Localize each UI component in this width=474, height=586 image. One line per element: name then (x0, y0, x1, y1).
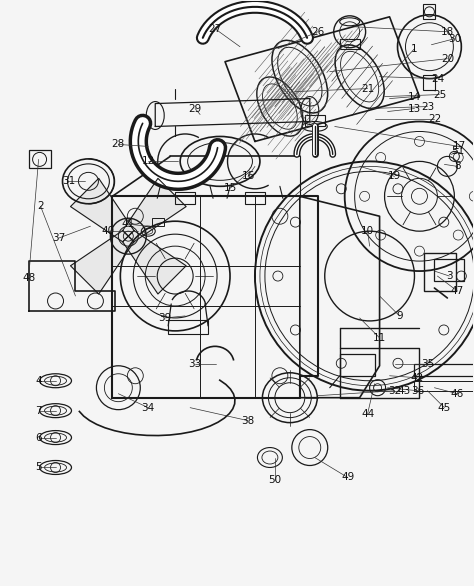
Bar (305, 114, 325, 127)
Text: 34: 34 (142, 403, 155, 413)
Text: 9: 9 (396, 311, 403, 321)
Bar (340, 354, 374, 376)
Text: 36: 36 (411, 386, 424, 396)
Bar (414, 381, 474, 391)
Text: 41: 41 (122, 219, 135, 229)
Text: 50: 50 (268, 475, 282, 485)
Text: 10: 10 (361, 226, 374, 236)
Text: 24: 24 (431, 74, 444, 84)
Text: 4: 4 (35, 376, 42, 386)
Text: 7: 7 (35, 406, 42, 415)
Text: 2: 2 (37, 201, 44, 212)
Text: 12: 12 (142, 156, 155, 166)
Text: 3: 3 (446, 271, 453, 281)
Text: 37: 37 (52, 233, 65, 243)
Bar (424, 253, 456, 291)
Text: 51: 51 (451, 146, 464, 156)
Bar (423, 4, 436, 19)
Text: 40: 40 (102, 226, 115, 236)
Polygon shape (71, 178, 134, 242)
Text: 15: 15 (223, 183, 237, 193)
Text: 1: 1 (411, 44, 418, 54)
Text: 19: 19 (388, 171, 401, 181)
Text: 32: 32 (388, 386, 401, 396)
Text: 16: 16 (241, 171, 255, 181)
Text: 42: 42 (411, 373, 424, 383)
Polygon shape (123, 230, 186, 294)
Text: 30: 30 (448, 34, 461, 44)
Text: 25: 25 (433, 90, 446, 100)
Bar (414, 364, 474, 376)
Text: 8: 8 (454, 161, 461, 171)
Bar (245, 192, 265, 205)
Bar (152, 218, 164, 226)
Bar (423, 74, 436, 90)
Bar (168, 320, 208, 334)
Text: 31: 31 (62, 176, 75, 186)
Text: 27: 27 (209, 24, 222, 34)
Text: 5: 5 (35, 462, 42, 472)
Text: 45: 45 (438, 403, 451, 413)
Text: 48: 48 (22, 273, 35, 283)
Text: 21: 21 (361, 84, 374, 94)
Text: 35: 35 (421, 359, 434, 369)
Text: 46: 46 (451, 389, 464, 398)
Text: 33: 33 (189, 359, 202, 369)
Text: 43: 43 (398, 386, 411, 396)
Polygon shape (71, 230, 134, 294)
Text: 49: 49 (341, 472, 354, 482)
Text: 28: 28 (112, 139, 125, 149)
Text: 18: 18 (441, 27, 454, 37)
Text: 39: 39 (159, 313, 172, 323)
Text: 47: 47 (451, 286, 464, 296)
Text: 44: 44 (361, 408, 374, 418)
Text: 26: 26 (311, 27, 324, 37)
Polygon shape (123, 178, 186, 242)
Text: 13: 13 (408, 104, 421, 114)
Text: 22: 22 (428, 114, 441, 124)
Text: 14: 14 (408, 91, 421, 101)
Text: 6: 6 (35, 432, 42, 442)
Text: 11: 11 (373, 333, 386, 343)
Text: 29: 29 (189, 104, 202, 114)
Bar (434, 259, 465, 281)
Text: 38: 38 (241, 415, 255, 425)
Text: 23: 23 (421, 101, 434, 111)
Text: 20: 20 (441, 54, 454, 64)
Bar (340, 39, 360, 49)
Bar (28, 151, 51, 168)
Bar (175, 192, 195, 205)
Text: 17: 17 (453, 141, 466, 151)
